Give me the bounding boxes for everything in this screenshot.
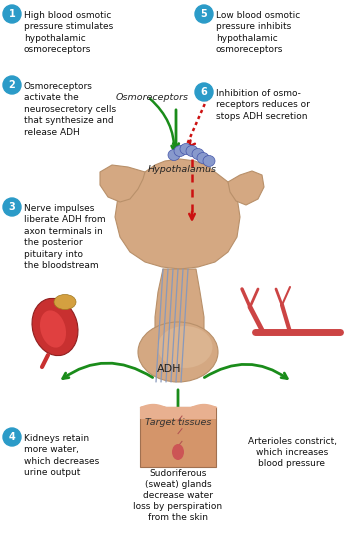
Text: High blood osmotic
pressure stimulates
hypothalamic
osmoreceptors: High blood osmotic pressure stimulates h…: [24, 11, 113, 54]
Ellipse shape: [192, 148, 204, 160]
Ellipse shape: [40, 310, 66, 348]
Ellipse shape: [138, 322, 218, 382]
Ellipse shape: [172, 444, 184, 460]
Ellipse shape: [180, 143, 192, 154]
Circle shape: [3, 76, 21, 94]
Polygon shape: [228, 171, 264, 205]
Text: Osmoreceptors
activate the
neurosecretory cells
that synthesize and
release ADH: Osmoreceptors activate the neurosecretor…: [24, 82, 116, 137]
Text: Sudoriferous
(sweat) glands
decrease water
loss by perspiration
from the skin: Sudoriferous (sweat) glands decrease wat…: [134, 469, 223, 522]
Circle shape: [195, 83, 213, 101]
Circle shape: [195, 5, 213, 23]
Ellipse shape: [186, 146, 198, 156]
Text: Osmoreceptors: Osmoreceptors: [116, 93, 189, 102]
Text: 3: 3: [9, 202, 15, 212]
Text: Hypothalamus: Hypothalamus: [148, 165, 217, 174]
Polygon shape: [155, 269, 204, 332]
Circle shape: [3, 5, 21, 23]
Ellipse shape: [158, 326, 213, 368]
Polygon shape: [115, 159, 240, 269]
Ellipse shape: [54, 294, 76, 310]
Text: Low blood osmotic
pressure inhibits
hypothalamic
osmoreceptors: Low blood osmotic pressure inhibits hypo…: [216, 11, 300, 54]
Ellipse shape: [174, 146, 186, 156]
Ellipse shape: [32, 299, 78, 356]
Text: 5: 5: [200, 9, 207, 19]
Text: Kidneys retain
more water,
which decreases
urine output: Kidneys retain more water, which decreas…: [24, 434, 99, 478]
Ellipse shape: [203, 155, 215, 166]
Text: Nerve impulses
liberate ADH from
axon terminals in
the posterior
pituitary into
: Nerve impulses liberate ADH from axon te…: [24, 204, 106, 270]
Polygon shape: [100, 165, 145, 202]
Text: 2: 2: [9, 80, 15, 90]
Text: Target tissues: Target tissues: [145, 418, 211, 427]
Circle shape: [3, 198, 21, 216]
Text: 1: 1: [9, 9, 15, 19]
Circle shape: [3, 428, 21, 446]
Ellipse shape: [197, 153, 209, 164]
Text: 6: 6: [200, 87, 207, 97]
Text: Arterioles constrict,
which increases
blood pressure: Arterioles constrict, which increases bl…: [247, 437, 337, 468]
Ellipse shape: [168, 149, 180, 160]
Polygon shape: [140, 407, 216, 419]
Text: Inhibition of osmo-
receptors reduces or
stops ADH secretion: Inhibition of osmo- receptors reduces or…: [216, 89, 310, 121]
Text: 4: 4: [9, 432, 15, 442]
Text: ADH: ADH: [157, 364, 182, 374]
Polygon shape: [140, 407, 216, 467]
